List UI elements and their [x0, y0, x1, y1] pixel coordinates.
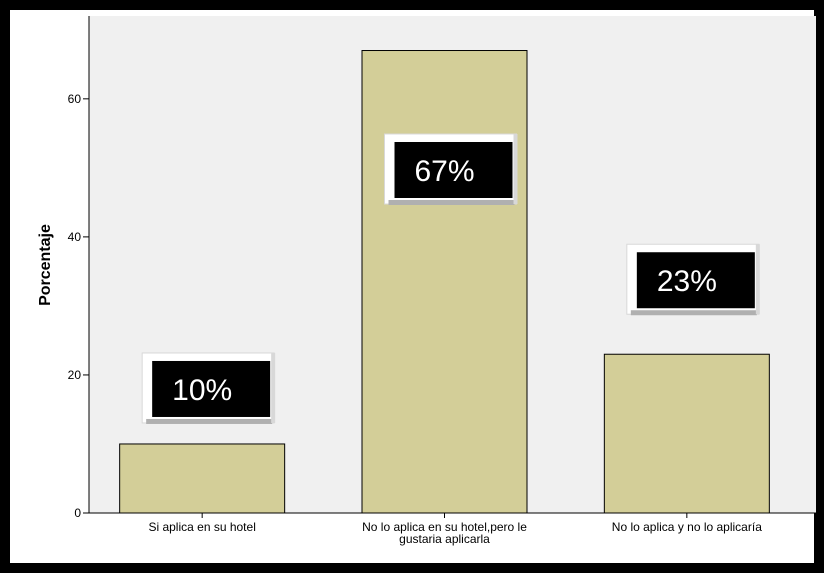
data-label-shadow: [630, 310, 757, 316]
data-label-box: 67%: [384, 133, 518, 205]
y-tick-label: 40: [68, 230, 82, 244]
data-label: 10%: [172, 374, 232, 407]
data-label-box: 10%: [141, 352, 276, 424]
data-label: 67%: [415, 155, 475, 188]
y-tick-label: 60: [68, 92, 82, 106]
data-label-shadow: [755, 244, 760, 315]
bar: [603, 353, 770, 514]
bar: [119, 443, 286, 514]
y-tick-label: 0: [74, 506, 81, 520]
data-label-shadow: [513, 134, 518, 204]
data-label: 23%: [657, 265, 717, 298]
data-label-shadow: [146, 418, 273, 424]
y-tick-label: 20: [68, 368, 82, 382]
x-tick-label: No lo aplica y no lo aplicaría: [612, 520, 762, 534]
x-tick-label: Si aplica en su hotel: [148, 520, 255, 534]
bar: [361, 50, 528, 514]
data-label-box: 23%: [626, 243, 760, 316]
data-label-background: [394, 142, 513, 198]
y-axis-title: Porcentaje: [37, 224, 54, 306]
data-label-shadow: [271, 352, 276, 423]
data-label-background: [636, 252, 755, 309]
data-label-shadow: [388, 200, 515, 205]
data-label-background: [152, 360, 271, 417]
x-tick-label: No lo aplica en su hotel,pero le gustaria…: [362, 520, 527, 546]
